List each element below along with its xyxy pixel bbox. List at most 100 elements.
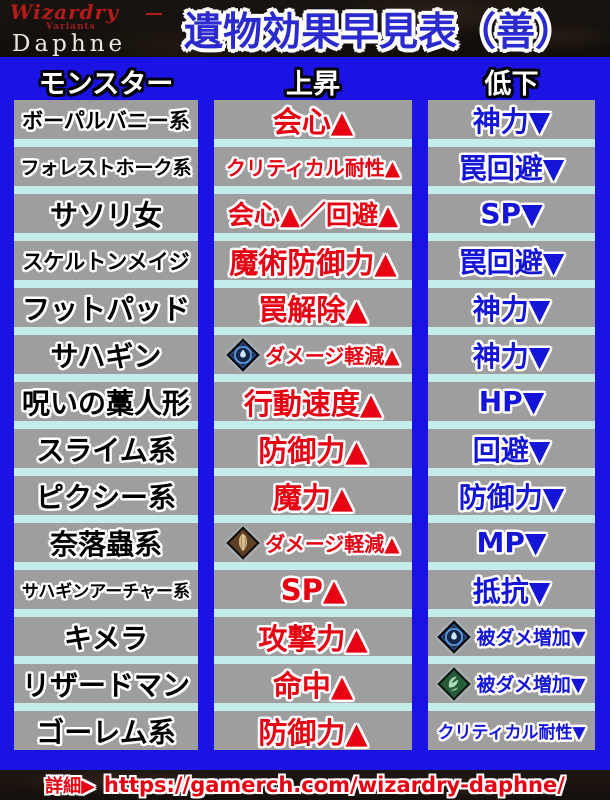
monster-name: ピクシー系 (35, 480, 176, 514)
monster-name: フットパッド (21, 292, 190, 326)
down-effect-cell: 神力▼ (428, 288, 595, 335)
table-row: サハギン ダメージ軽減▲ 神力▼ (0, 335, 610, 382)
down-effect-text: 罠回避▼ (458, 151, 565, 185)
up-effect-cell: 行動速度▲ (214, 382, 412, 429)
monster-name: 呪いの藁人形 (21, 386, 190, 420)
footer-url[interactable]: https://gamerch.com/wizardry-daphne/ (103, 773, 565, 797)
column-header-up: 上昇 (286, 68, 340, 100)
wind-element-diamond-icon (437, 666, 472, 701)
up-effect-cell: 魔術防御力▲ (214, 241, 412, 288)
column-header-row: モンスター 上昇 低下 (0, 62, 610, 100)
table-row: フットパッド 罠解除▲ 神力▼ (0, 288, 610, 335)
monster-cell: 奈落蟲系 (14, 523, 198, 570)
up-effect-cell: 防御力▲ (214, 429, 412, 476)
monster-name: キメラ (63, 621, 148, 655)
up-effect-text: 会心▲ (272, 104, 354, 139)
footer-bar: 詳細▶ https://gamerch.com/wizardry-daphne/ (0, 770, 610, 800)
table-body: ボーパルバニー系 会心▲ 神力▼ フォレストホーク系 クリティカル耐性▲ 罠回避▼ サソリ女… (0, 100, 610, 750)
up-effect-cell: 罠解除▲ (214, 288, 412, 335)
up-effect-cell: 命中▲ (214, 664, 412, 711)
monster-name: ボーパルバニー系 (22, 108, 190, 133)
up-effect-text: ダメージ軽減▲ (265, 344, 400, 368)
water-element-diamond-icon (226, 337, 261, 372)
down-effect-text: 抵抗▼ (472, 574, 551, 608)
up-effect-cell: ダメージ軽減▲ (214, 335, 412, 382)
up-effect-cell: ダメージ軽減▲ (214, 523, 412, 570)
up-effect-text: 防御力▲ (258, 433, 368, 468)
monster-cell: 呪いの藁人形 (14, 382, 198, 429)
monster-name: フォレストホーク系 (20, 157, 192, 179)
down-effect-cell: 回避▼ (428, 429, 595, 476)
up-effect-cell: 会心▲ (214, 100, 412, 147)
monster-name: スケルトンメイジ (22, 249, 190, 274)
table-row: スケルトンメイジ 魔術防御力▲ 罠回避▼ (0, 241, 610, 288)
monster-cell: キメラ (14, 617, 198, 664)
details-label: 詳細▶ (45, 776, 95, 797)
up-effect-text: 魔術防御力▲ (229, 245, 397, 280)
top-header: Wizardry Variants Daphne 遺物効果早見表（善） (0, 0, 610, 57)
up-effect-cell: 攻撃力▲ (214, 617, 412, 664)
logo-wizardry-text: Wizardry (10, 2, 162, 22)
monster-cell: ピクシー系 (14, 476, 198, 523)
down-effect-cell: 抵抗▼ (428, 570, 595, 617)
up-effect-text: 魔力▲ (272, 480, 354, 515)
table-row: リザードマン 命中▲ 被ダメ増加▼ (0, 664, 610, 711)
logo-variants-text: Variants (46, 21, 96, 32)
down-effect-cell: クリティカル耐性▼ (428, 711, 595, 750)
wizardry-daphne-logo: Wizardry Variants Daphne (0, 2, 162, 56)
table-row: ボーパルバニー系 会心▲ 神力▼ (0, 100, 610, 147)
monster-name: サハギン (50, 339, 162, 373)
down-effect-text: 被ダメ増加▼ (476, 627, 586, 649)
monster-name: スライム系 (36, 433, 176, 467)
up-effect-text: 命中▲ (272, 668, 354, 703)
down-effect-text: 神力▼ (472, 104, 551, 138)
down-effect-text: クリティカル耐性▼ (437, 723, 586, 743)
column-header-monster: モンスター (38, 68, 174, 100)
monster-name: ゴーレム系 (36, 715, 176, 749)
monster-cell: スライム系 (14, 429, 198, 476)
up-effect-text: 行動速度▲ (243, 386, 383, 421)
down-effect-cell: 神力▼ (428, 100, 595, 147)
down-effect-cell: HP▼ (428, 382, 595, 429)
table-row: キメラ 攻撃力▲ 被ダメ増加▼ (0, 617, 610, 664)
down-effect-text: MP▼ (476, 526, 547, 559)
table-row: 奈落蟲系 ダメージ軽減▲ MP▼ (0, 523, 610, 570)
up-effect-text: 会心▲／回避▲ (228, 201, 398, 231)
column-header-down: 低下 (484, 68, 539, 100)
monster-cell: ボーパルバニー系 (14, 100, 198, 147)
up-effect-cell: SP▲ (214, 570, 412, 617)
down-effect-text: 神力▼ (472, 292, 551, 326)
up-effect-text: ダメージ軽減▲ (265, 532, 400, 556)
monster-cell: ゴーレム系 (14, 711, 198, 750)
down-effect-text: 被ダメ増加▼ (476, 674, 586, 696)
water-element-diamond-icon (437, 619, 472, 654)
down-effect-text: 回避▼ (472, 433, 551, 467)
table-row: サハギンアーチャー系 SP▲ 抵抗▼ (0, 570, 610, 617)
up-effect-text: 罠解除▲ (258, 292, 368, 327)
up-effect-text: クリティカル耐性▲ (225, 156, 401, 180)
monster-name: サハギンアーチャー系 (21, 582, 191, 602)
earth-element-diamond-icon (226, 525, 261, 560)
up-effect-text: 防御力▲ (258, 715, 368, 750)
monster-name: 奈落蟲系 (49, 527, 162, 561)
table-row: 呪いの藁人形 行動速度▲ HP▼ (0, 382, 610, 429)
up-effect-cell: 魔力▲ (214, 476, 412, 523)
monster-cell: サソリ女 (14, 194, 198, 241)
down-effect-cell: 神力▼ (428, 335, 595, 382)
down-effect-cell: 罠回避▼ (428, 147, 595, 194)
down-effect-text: HP▼ (478, 385, 545, 418)
up-effect-cell: クリティカル耐性▲ (214, 147, 412, 194)
down-effect-cell: 罠回避▼ (428, 241, 595, 288)
down-effect-text: 神力▼ (472, 339, 551, 373)
up-effect-cell: 会心▲／回避▲ (214, 194, 412, 241)
down-effect-cell: 被ダメ増加▼ (428, 664, 595, 711)
table-row: ピクシー系 魔力▲ 防御力▼ (0, 476, 610, 523)
monster-cell: サハギン (14, 335, 198, 382)
down-effect-text: SP▼ (480, 197, 543, 230)
down-effect-cell: 被ダメ増加▼ (428, 617, 595, 664)
table-row: サソリ女 会心▲／回避▲ SP▼ (0, 194, 610, 241)
monster-name: リザードマン (21, 668, 190, 702)
monster-name: サソリ女 (49, 198, 162, 232)
page-title: 遺物効果早見表（善） (183, 9, 574, 55)
